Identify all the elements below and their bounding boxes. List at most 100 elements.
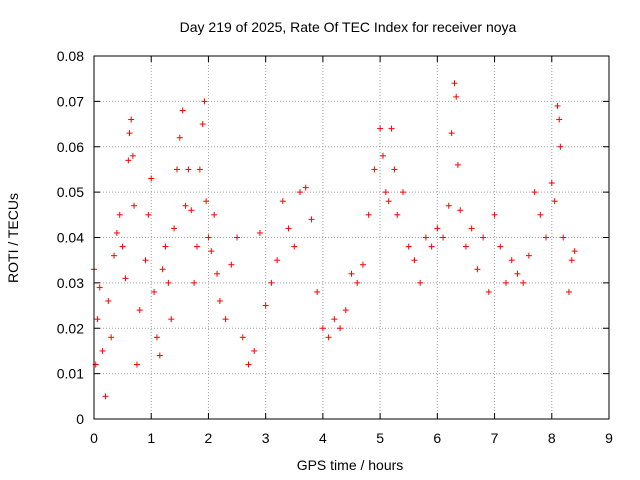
data-point <box>291 243 298 250</box>
data-point <box>314 288 321 295</box>
data-point <box>440 234 447 241</box>
data-point <box>417 279 424 286</box>
data-point <box>560 234 567 241</box>
data-point <box>222 316 229 323</box>
data-point <box>508 257 515 264</box>
data-point <box>126 130 133 137</box>
x-tick-labels: 0 1 2 3 4 5 6 7 8 9 <box>90 430 613 446</box>
data-point <box>171 225 178 232</box>
data-point <box>256 229 263 236</box>
data-point <box>185 166 192 173</box>
x-tick-label: 9 <box>605 430 613 446</box>
data-point <box>405 243 412 250</box>
data-point <box>462 243 469 250</box>
data-point <box>388 125 395 132</box>
data-point <box>520 279 527 286</box>
data-point <box>179 107 186 114</box>
data-point <box>168 316 175 323</box>
data-point <box>133 361 140 368</box>
data-point <box>428 243 435 250</box>
y-axis-label: ROTI / TECUs <box>5 193 21 283</box>
y-tick-labels: 0 0.01 0.02 0.03 0.04 0.05 0.06 0.07 0.08 <box>57 48 84 427</box>
y-tick-label: 0.08 <box>57 48 84 64</box>
data-point <box>454 161 461 168</box>
data-point <box>176 134 183 141</box>
data-point <box>159 266 166 273</box>
x-tick-label: 6 <box>433 430 441 446</box>
data-point <box>111 252 118 259</box>
data-point <box>285 225 292 232</box>
data-point <box>379 152 386 159</box>
data-point <box>105 298 112 305</box>
chart-title: Day 219 of 2025, Rate Of TEC Index for r… <box>180 19 517 35</box>
data-point <box>474 266 481 273</box>
data-point <box>525 252 532 259</box>
x-axis-label: GPS time / hours <box>297 457 404 473</box>
y-tick-label: 0.06 <box>57 139 84 155</box>
data-point <box>116 211 123 218</box>
data-point <box>205 234 212 241</box>
data-point <box>156 352 163 359</box>
data-point <box>359 261 366 268</box>
data-point <box>568 257 575 264</box>
data-point <box>543 234 550 241</box>
data-point <box>557 143 564 150</box>
data-point <box>196 166 203 173</box>
data-point <box>434 225 441 232</box>
data-point <box>262 302 269 309</box>
data-point <box>491 211 498 218</box>
data-point <box>453 93 460 100</box>
data-point <box>279 198 286 205</box>
data-point <box>208 248 215 255</box>
data-point <box>448 130 455 137</box>
data-points <box>91 80 578 400</box>
data-point <box>203 198 210 205</box>
data-point <box>142 257 149 264</box>
data-point <box>382 189 389 196</box>
data-point <box>497 243 504 250</box>
data-point <box>96 284 103 291</box>
data-point <box>308 216 315 223</box>
data-point <box>173 166 180 173</box>
y-tick-label: 0 <box>76 411 84 427</box>
data-point <box>365 211 372 218</box>
data-point <box>162 243 169 250</box>
data-point <box>191 279 198 286</box>
data-point <box>531 189 538 196</box>
y-tick-label: 0.07 <box>57 93 84 109</box>
data-point <box>136 307 143 314</box>
data-point <box>145 211 152 218</box>
x-tick-label: 4 <box>319 430 327 446</box>
data-point <box>385 198 392 205</box>
data-point <box>297 189 303 196</box>
x-tick-label: 8 <box>548 430 556 446</box>
data-point <box>188 207 195 214</box>
data-point <box>319 325 326 332</box>
x-tick-label: 5 <box>376 430 384 446</box>
data-point <box>268 279 275 286</box>
data-point <box>548 180 555 187</box>
data-point <box>99 347 106 354</box>
data-point <box>228 261 235 268</box>
data-point <box>274 257 281 264</box>
data-point <box>445 202 452 209</box>
data-point <box>554 102 561 109</box>
data-point <box>551 198 558 205</box>
data-point <box>411 257 418 264</box>
data-point <box>153 334 160 341</box>
data-point <box>94 316 101 323</box>
data-point <box>182 202 189 209</box>
x-tick-label: 1 <box>147 430 155 446</box>
data-point <box>371 166 378 173</box>
data-point <box>201 98 208 105</box>
data-point <box>102 393 109 400</box>
data-point <box>571 248 578 255</box>
y-tick-label: 0.05 <box>57 184 84 200</box>
data-point <box>537 211 544 218</box>
data-point <box>211 211 218 218</box>
data-point <box>503 279 509 286</box>
data-point <box>342 307 349 314</box>
data-point <box>480 234 487 241</box>
data-point <box>234 234 241 241</box>
